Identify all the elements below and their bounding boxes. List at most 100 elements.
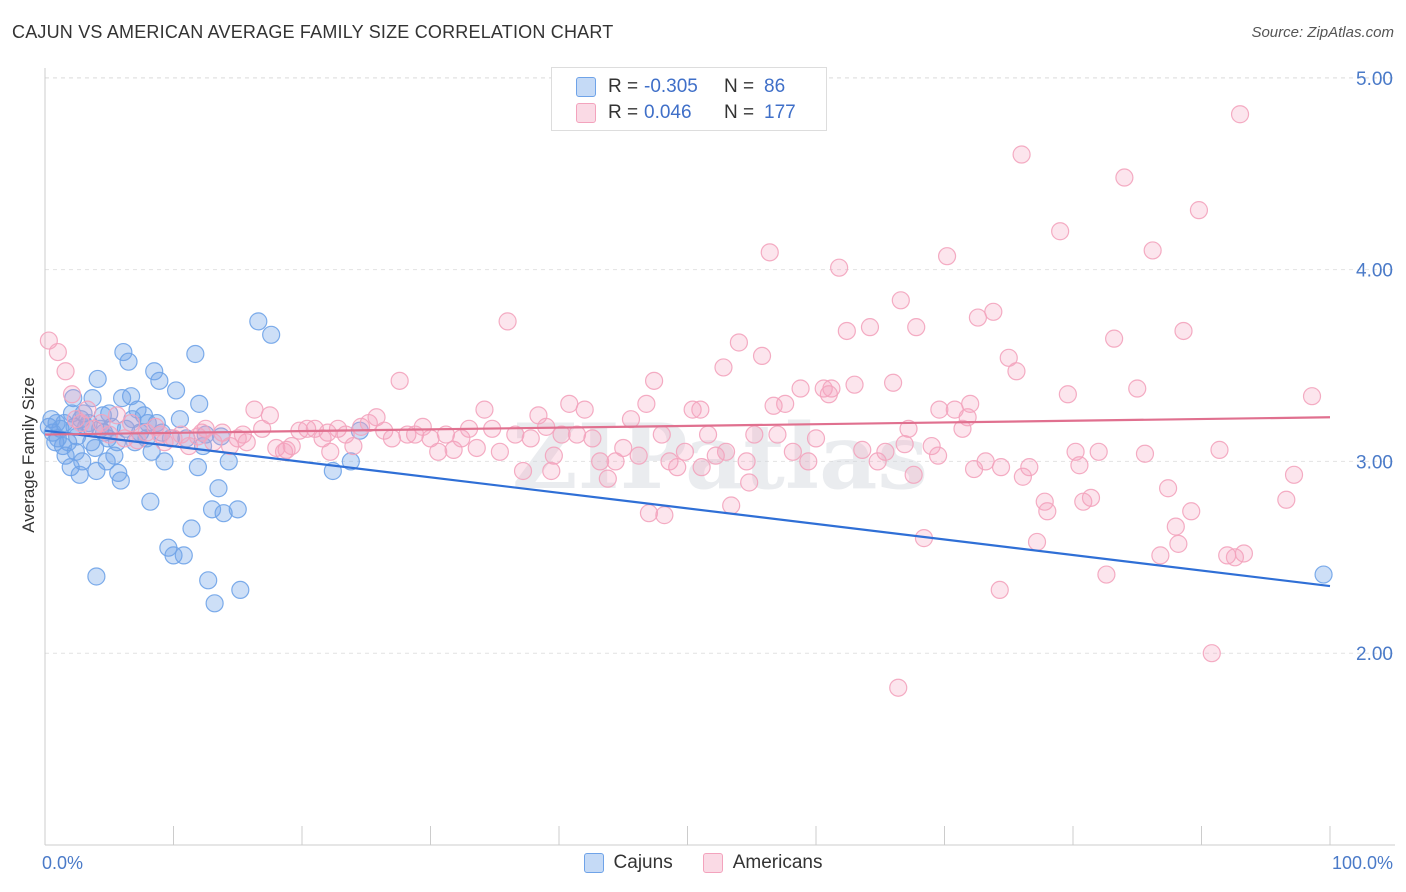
data-point xyxy=(883,373,903,392)
legend-r-label: R = xyxy=(608,76,639,97)
data-point xyxy=(716,442,736,461)
data-point xyxy=(567,425,587,444)
data-point xyxy=(219,452,238,471)
data-point xyxy=(233,425,252,444)
data-point xyxy=(1174,321,1193,341)
data-point xyxy=(698,425,718,444)
data-point xyxy=(475,400,494,419)
data-point xyxy=(341,452,360,471)
data-point xyxy=(722,496,741,515)
data-point xyxy=(231,580,250,600)
y-tick-label: 5.00 xyxy=(1356,69,1393,90)
data-point xyxy=(155,452,174,471)
data-point xyxy=(1013,467,1032,486)
data-point xyxy=(56,362,75,381)
data-point xyxy=(209,479,228,498)
data-point xyxy=(637,394,656,413)
data-point xyxy=(1189,201,1209,220)
data-point xyxy=(606,452,625,471)
data-point xyxy=(860,318,880,337)
data-point xyxy=(119,352,138,371)
data-point xyxy=(1182,502,1201,521)
data-point xyxy=(889,678,908,697)
data-point xyxy=(73,452,92,471)
series-label-cajuns: Cajuns xyxy=(613,852,673,873)
data-point xyxy=(1007,362,1026,381)
data-point xyxy=(66,442,85,461)
data-point xyxy=(937,247,957,266)
data-point xyxy=(107,406,127,425)
data-point xyxy=(262,325,281,344)
data-point xyxy=(542,461,561,481)
series-swatch-americans xyxy=(702,853,723,873)
data-point xyxy=(629,446,648,465)
legend-n-value: 86 xyxy=(764,76,786,97)
data-point xyxy=(1277,490,1296,509)
data-point xyxy=(968,308,988,327)
data-point xyxy=(683,400,702,419)
data-point xyxy=(819,385,838,404)
data-point xyxy=(390,371,409,390)
data-point xyxy=(583,429,602,448)
data-point xyxy=(83,389,102,408)
data-point xyxy=(740,473,759,492)
data-point xyxy=(1081,488,1101,507)
data-point xyxy=(1070,456,1089,475)
y-tick-label: 4.00 xyxy=(1356,261,1393,282)
data-point xyxy=(922,436,941,456)
y-tick-label: 3.00 xyxy=(1356,452,1393,473)
axis-labels: 2.00 3.00 4.00 5.00 0.0% 100.0% Average Family… xyxy=(19,69,1393,873)
data-point xyxy=(745,425,764,444)
data-point xyxy=(214,504,233,523)
data-point xyxy=(668,458,687,477)
data-point xyxy=(776,394,795,413)
data-point xyxy=(245,400,264,419)
data-point xyxy=(145,362,164,381)
data-point xyxy=(205,594,224,613)
data-point xyxy=(961,394,980,413)
data-point xyxy=(344,436,363,456)
data-point xyxy=(382,429,402,448)
legend-row-americans: R = 0.046 N = 177 xyxy=(576,100,796,126)
data-point xyxy=(806,429,826,448)
trend-line-cajuns xyxy=(44,429,1331,588)
data-point xyxy=(1151,546,1170,565)
data-point xyxy=(799,452,818,471)
data-point xyxy=(1020,458,1039,477)
data-point xyxy=(964,459,984,479)
data-point xyxy=(991,458,1011,477)
y-axis-title: Average Family Size xyxy=(19,377,38,533)
source-label: Source: ZipAtlas.com xyxy=(1251,24,1394,41)
data-point xyxy=(164,546,183,565)
data-point xyxy=(764,396,783,415)
legend-n-label: N = xyxy=(724,102,755,123)
data-point xyxy=(260,406,279,425)
data-point xyxy=(1035,492,1054,511)
series-label-americans: Americans xyxy=(732,852,823,873)
data-point xyxy=(544,446,563,465)
data-point xyxy=(188,458,208,477)
data-point xyxy=(675,442,695,461)
data-point xyxy=(88,369,107,389)
data-point xyxy=(78,400,97,419)
data-point xyxy=(1166,517,1185,536)
data-point xyxy=(953,419,972,438)
data-point xyxy=(891,291,910,310)
legend: R = -0.305 N = 86 R = 0.046 N = 177 xyxy=(551,67,827,131)
data-point xyxy=(249,312,268,331)
data-point xyxy=(367,408,386,427)
data-point xyxy=(907,318,926,337)
data-point xyxy=(598,469,617,488)
data-point xyxy=(692,458,711,477)
data-point xyxy=(170,410,190,429)
legend-r-value: 0.046 xyxy=(644,102,692,123)
data-point xyxy=(904,465,923,484)
data-point xyxy=(928,446,948,465)
x-tick-label: 100.0% xyxy=(1332,853,1393,873)
data-points xyxy=(39,105,1333,697)
data-point xyxy=(1202,644,1221,663)
data-point xyxy=(202,500,222,519)
data-point xyxy=(199,571,218,590)
x-tick-label: 0.0% xyxy=(42,853,83,873)
data-point xyxy=(87,567,106,586)
